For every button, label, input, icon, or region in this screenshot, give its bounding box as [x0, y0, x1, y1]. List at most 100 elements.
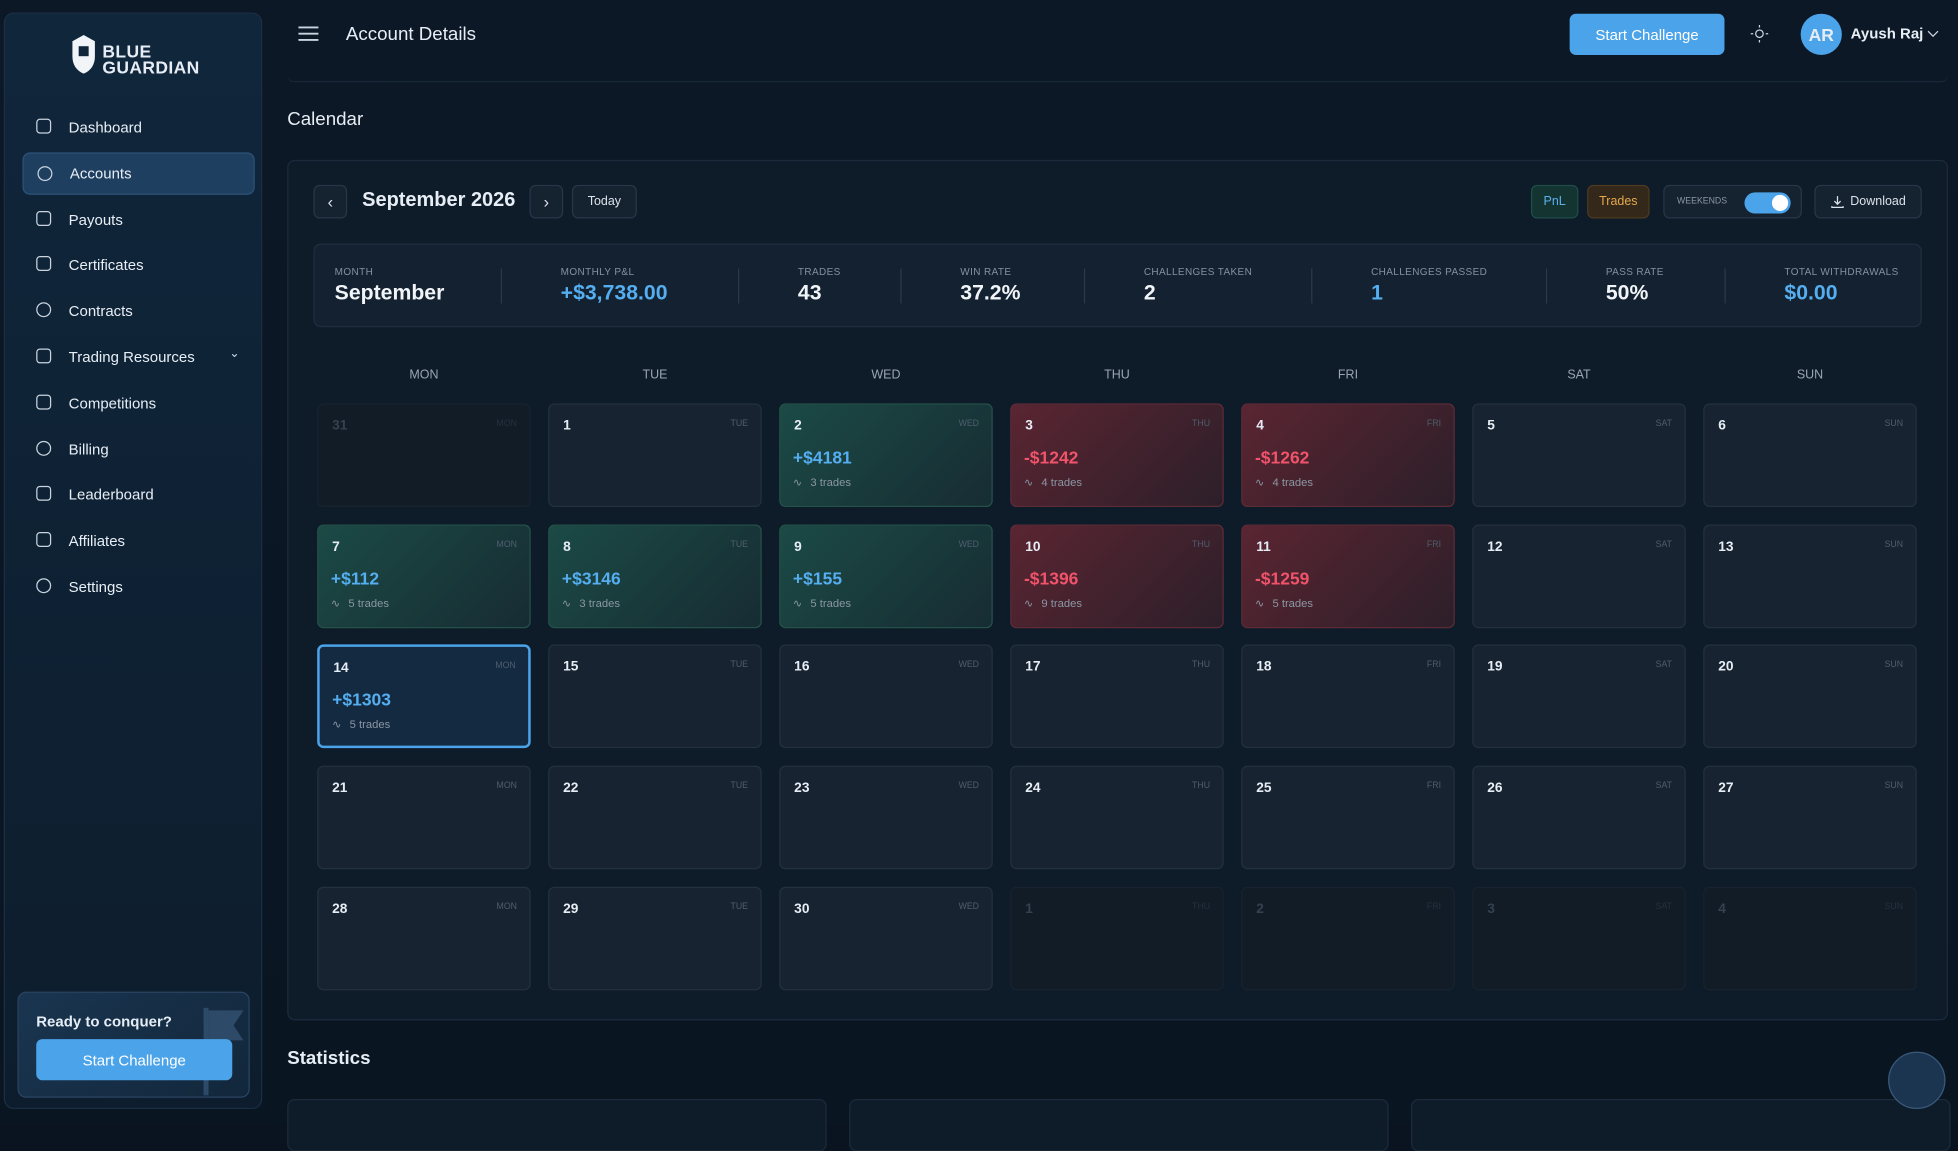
nav-item[interactable]: Dashboard — [22, 106, 254, 148]
nav-item[interactable]: Affiliates — [22, 520, 254, 562]
download-button[interactable]: Download — [1814, 184, 1922, 219]
promo-text: Ready to conquer? — [36, 1012, 172, 1031]
day-weekday: MON — [496, 781, 517, 791]
menu-icon[interactable] — [297, 25, 319, 42]
day-weekday: SUN — [1884, 419, 1904, 429]
day-cell[interactable]: 15 TUE — [548, 644, 762, 749]
stat-label: MONTH — [334, 266, 374, 278]
day-cell[interactable]: 19 SAT — [1472, 644, 1686, 749]
day-cell[interactable]: 30 WED — [779, 886, 993, 991]
nav-item[interactable]: Leaderboard — [22, 474, 254, 516]
day-weekday: TUE — [730, 540, 748, 550]
stat-label: TOTAL WITHDRAWALS — [1784, 266, 1899, 278]
day-number: 2 — [794, 418, 802, 434]
day-weekday: SAT — [1655, 540, 1673, 550]
prev-month[interactable]: ‹ — [313, 184, 348, 219]
day-cell[interactable]: 18 FRI — [1241, 644, 1455, 749]
next-month[interactable]: › — [529, 184, 564, 219]
weekday-header: MON — [409, 368, 439, 383]
day-pnl: -$1259 — [1254, 567, 1310, 588]
nav-icon — [36, 440, 52, 456]
today-button[interactable]: Today — [571, 184, 637, 219]
weekends-label: WEEKENDS — [1677, 197, 1728, 207]
day-number: 23 — [794, 780, 810, 796]
day-cell[interactable]: 1 TUE — [548, 403, 762, 508]
day-weekday: TUE — [730, 902, 748, 912]
nav-item[interactable]: Accounts — [22, 152, 255, 195]
day-cell[interactable]: 6 SUN — [1703, 403, 1917, 508]
trades-toggle[interactable]: Trades — [1587, 184, 1650, 219]
day-cell[interactable]: 25 FRI — [1241, 765, 1455, 870]
promo-button[interactable]: Start Challenge — [36, 1039, 233, 1081]
day-cell[interactable]: 8 TUE +$3146 ∿ 3 trades — [548, 524, 762, 628]
day-cell[interactable]: 5 SAT — [1472, 403, 1686, 508]
day-number: 8 — [563, 539, 571, 555]
month-title: September 2026 — [362, 189, 516, 212]
trades-icon: ∿ — [1254, 475, 1265, 489]
day-cell[interactable]: 27 SUN — [1703, 765, 1917, 870]
nav-label: Settings — [68, 578, 123, 596]
stat-value: 2 — [1143, 281, 1156, 305]
day-number: 31 — [332, 418, 348, 434]
day-cell[interactable]: 7 MON +$112 ∿ 5 trades — [317, 524, 531, 628]
nav-item[interactable]: Settings — [22, 566, 254, 608]
day-pnl: +$4181 — [792, 447, 852, 468]
day-cell[interactable]: 26 SAT — [1472, 765, 1686, 870]
day-weekday: FRI — [1426, 781, 1442, 791]
trades-icon: ∿ — [332, 718, 342, 732]
day-number: 1 — [1025, 901, 1033, 917]
day-number: 5 — [1487, 418, 1495, 434]
day-cell[interactable]: 4 FRI -$1262 ∿ 4 trades — [1241, 403, 1455, 508]
pnl-toggle[interactable]: PnL — [1530, 184, 1579, 219]
day-number: 10 — [1025, 539, 1041, 555]
weekends-toggle[interactable]: WEEKENDS — [1663, 184, 1802, 219]
day-cell[interactable]: 9 WED +$155 ∿ 5 trades — [779, 524, 993, 628]
day-cell[interactable]: 23 WED — [779, 765, 993, 870]
day-weekday: MON — [496, 419, 517, 429]
day-weekday: WED — [958, 902, 979, 912]
day-cell[interactable]: 12 SAT — [1472, 524, 1686, 628]
day-cell[interactable]: 24 THU — [1010, 765, 1224, 870]
nav-item[interactable]: Trading Resources ⌄ — [22, 336, 254, 378]
trades-icon: ∿ — [561, 596, 572, 610]
day-cell[interactable]: 21 MON — [317, 765, 531, 870]
chat-button[interactable] — [1888, 1051, 1946, 1110]
day-pnl: -$1262 — [1254, 447, 1310, 468]
theme-toggle[interactable] — [1749, 24, 1769, 44]
nav-icon — [36, 256, 52, 272]
day-cell[interactable]: 17 THU — [1010, 644, 1224, 749]
day-cell[interactable]: 22 TUE — [548, 765, 762, 870]
nav-item[interactable]: Certificates — [22, 244, 254, 286]
weekday-header: THU — [1104, 368, 1130, 383]
day-cell[interactable]: 28 MON — [317, 886, 531, 991]
day-cell[interactable]: 13 SUN — [1703, 524, 1917, 628]
nav-item[interactable]: Billing — [22, 428, 254, 470]
brand-line: BLUE — [102, 41, 152, 62]
day-cell[interactable]: 29 TUE — [548, 886, 762, 991]
day-cell[interactable]: 3 THU -$1242 ∿ 4 trades — [1010, 403, 1224, 508]
day-number: 1 — [563, 418, 571, 434]
day-cell[interactable]: 14 MON +$1303 ∿ 5 trades — [317, 644, 531, 749]
nav-icon — [36, 394, 52, 410]
nav-item[interactable]: Contracts — [22, 290, 254, 332]
day-number: 25 — [1256, 780, 1272, 796]
day-cell[interactable]: 11 FRI -$1259 ∿ 5 trades — [1241, 524, 1455, 628]
day-weekday: FRI — [1426, 419, 1442, 429]
user-name[interactable]: Ayush Raj — [1850, 24, 1924, 43]
avatar[interactable]: AR — [1800, 13, 1842, 55]
day-pnl: +$3146 — [561, 567, 621, 588]
day-cell[interactable]: 16 WED — [779, 644, 993, 749]
day-cell[interactable]: 20 SUN — [1703, 644, 1917, 749]
nav-item[interactable]: Payouts — [22, 198, 254, 240]
day-number: 2 — [1256, 901, 1264, 917]
user-caret[interactable] — [1927, 29, 1939, 39]
start-challenge-button[interactable]: Start Challenge — [1569, 13, 1725, 55]
stat-divider — [1545, 268, 1548, 304]
stats-bar — [313, 243, 1922, 328]
day-cell[interactable]: 2 WED +$4181 ∿ 3 trades — [779, 403, 993, 508]
nav-item[interactable]: Competitions — [22, 382, 254, 424]
day-cell: 2 FRI — [1241, 886, 1455, 991]
day-number: 29 — [563, 901, 579, 917]
day-cell[interactable]: 10 THU -$1396 ∿ 9 trades — [1010, 524, 1224, 628]
